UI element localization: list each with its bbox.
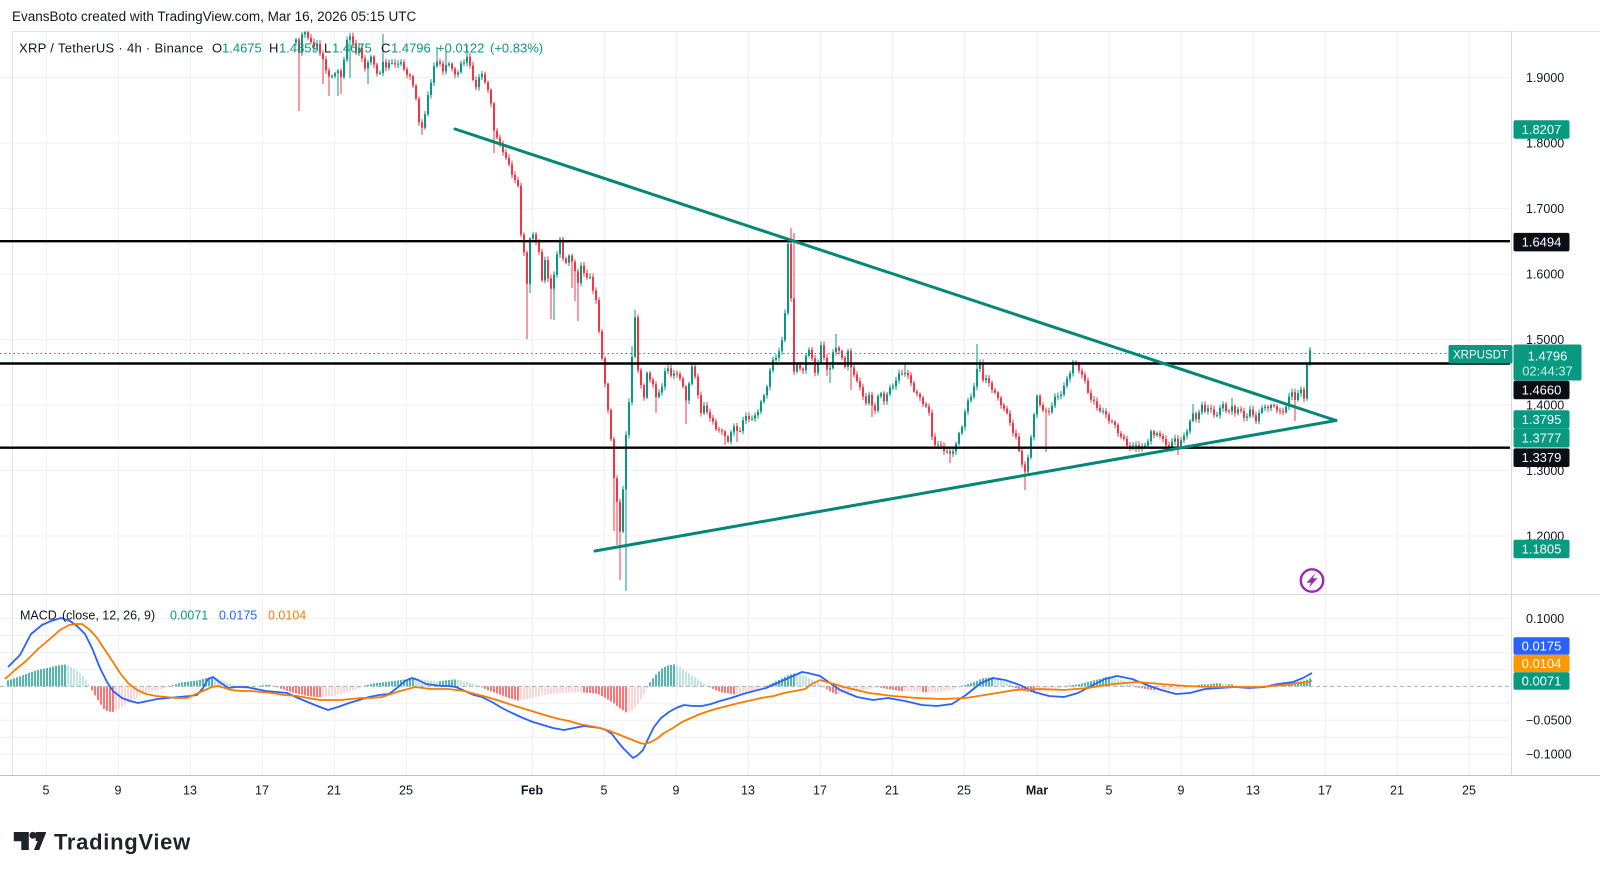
- svg-text:1.3777: 1.3777: [1522, 430, 1562, 445]
- svg-text:Feb: Feb: [521, 784, 544, 798]
- svg-text:21: 21: [885, 784, 899, 798]
- svg-text:02:44:37: 02:44:37: [1522, 363, 1573, 378]
- svg-text:25: 25: [957, 784, 971, 798]
- svg-text:21: 21: [1390, 784, 1404, 798]
- svg-text:17: 17: [813, 784, 827, 798]
- svg-text:0.0175: 0.0175: [219, 609, 257, 623]
- svg-text:−0.0500: −0.0500: [1526, 714, 1572, 728]
- svg-text:1.3795: 1.3795: [1522, 412, 1562, 427]
- svg-text:1.4675: 1.4675: [332, 41, 372, 56]
- svg-text:Mar: Mar: [1026, 784, 1048, 798]
- svg-text:1.3000: 1.3000: [1526, 464, 1564, 478]
- svg-text:13: 13: [1246, 784, 1260, 798]
- svg-text:1.4675: 1.4675: [222, 41, 262, 56]
- svg-text:MACD: MACD: [20, 609, 57, 623]
- svg-text:0.0104: 0.0104: [1522, 656, 1562, 671]
- svg-text:25: 25: [399, 784, 413, 798]
- svg-text:1.7000: 1.7000: [1526, 202, 1564, 216]
- svg-text:(+0.83%): (+0.83%): [490, 41, 543, 56]
- svg-text:5: 5: [1106, 784, 1113, 798]
- svg-text:13: 13: [741, 784, 755, 798]
- svg-text:9: 9: [1178, 784, 1185, 798]
- svg-text:1.1805: 1.1805: [1522, 541, 1562, 556]
- svg-text:1.3379: 1.3379: [1522, 450, 1562, 465]
- svg-text:9: 9: [673, 784, 680, 798]
- svg-text:1.5000: 1.5000: [1526, 333, 1564, 347]
- svg-text:C: C: [381, 41, 390, 56]
- svg-text:1.9000: 1.9000: [1526, 71, 1564, 85]
- svg-text:1.4859: 1.4859: [279, 41, 319, 56]
- svg-text:−0.1000: −0.1000: [1526, 748, 1572, 762]
- svg-text:L: L: [324, 41, 331, 56]
- svg-text:0.0175: 0.0175: [1522, 638, 1562, 653]
- svg-text:25: 25: [1462, 784, 1476, 798]
- svg-text:13: 13: [183, 784, 197, 798]
- svg-text:EvansBoto created with Trading: EvansBoto created with TradingView.com, …: [12, 9, 416, 24]
- svg-text:5: 5: [43, 784, 50, 798]
- svg-text:1.6494: 1.6494: [1522, 234, 1562, 249]
- svg-text:21: 21: [327, 784, 341, 798]
- svg-text:0.0104: 0.0104: [268, 609, 306, 623]
- svg-text:1.4000: 1.4000: [1526, 398, 1564, 412]
- svg-text:1.8207: 1.8207: [1522, 122, 1562, 137]
- svg-text:1.6000: 1.6000: [1526, 267, 1564, 281]
- svg-text:1.4796: 1.4796: [391, 41, 431, 56]
- svg-text:9: 9: [115, 784, 122, 798]
- svg-text:XRPUSDT: XRPUSDT: [1453, 350, 1508, 362]
- svg-text:0.0071: 0.0071: [170, 609, 208, 623]
- svg-text:H: H: [269, 41, 278, 56]
- svg-text:17: 17: [1318, 784, 1332, 798]
- svg-text:1.4660: 1.4660: [1522, 382, 1562, 397]
- svg-text:TradingView: TradingView: [54, 830, 191, 855]
- svg-text:0.1000: 0.1000: [1526, 612, 1564, 626]
- svg-text:+0.0122: +0.0122: [437, 41, 484, 56]
- svg-text:O: O: [212, 41, 222, 56]
- svg-text:1.4796: 1.4796: [1528, 348, 1568, 363]
- svg-text:0.0071: 0.0071: [1522, 673, 1562, 688]
- svg-text:1.8000: 1.8000: [1526, 136, 1564, 150]
- svg-text:5: 5: [601, 784, 608, 798]
- svg-text:(close, 12, 26, 9): (close, 12, 26, 9): [62, 609, 155, 623]
- svg-text:XRP / TetherUS · 4h · Binance: XRP / TetherUS · 4h · Binance: [19, 41, 204, 56]
- svg-text:17: 17: [255, 784, 269, 798]
